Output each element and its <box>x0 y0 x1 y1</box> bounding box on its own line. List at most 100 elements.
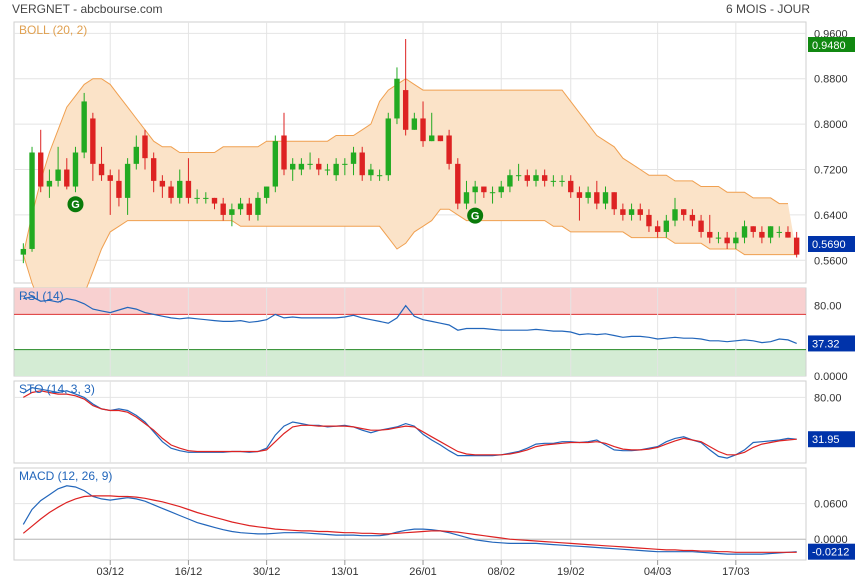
candle <box>420 101 426 147</box>
candle <box>663 214 670 238</box>
candle <box>142 129 148 170</box>
x-tick-label: 30/12 <box>253 566 281 578</box>
candle <box>672 197 678 227</box>
candle-body <box>628 209 635 215</box>
candle-body <box>385 118 391 176</box>
candle <box>759 226 765 244</box>
last-value-badge: 31.95 <box>808 431 855 448</box>
y-tick-label: 0.8800 <box>814 74 848 86</box>
last-price-badge: 0.5690 <box>808 236 855 252</box>
candle <box>498 180 504 198</box>
panel-title: MACD (12, 26, 9) <box>19 469 112 483</box>
x-tick-label: 04/03 <box>644 566 672 578</box>
candle <box>159 175 166 198</box>
candle <box>246 197 252 221</box>
candle <box>741 220 748 244</box>
candle <box>394 67 400 125</box>
candle-body <box>715 237 722 239</box>
candle <box>98 146 105 181</box>
candle-body <box>376 175 383 177</box>
candle <box>298 158 305 176</box>
x-tick-label: 17/03 <box>722 566 750 578</box>
candle-body <box>281 135 287 170</box>
candle-body <box>776 231 782 233</box>
candle <box>524 169 530 187</box>
last-value-badge: -0.0212 <box>808 543 855 560</box>
candle <box>568 175 574 198</box>
candle <box>429 112 435 142</box>
last-value-badge-text: -0.0212 <box>812 547 849 559</box>
candle-body <box>194 197 200 199</box>
candle-body <box>203 197 209 199</box>
candle <box>620 203 626 221</box>
signal-marker: G <box>67 196 84 213</box>
candle-body <box>437 135 444 142</box>
candle <box>38 129 44 193</box>
candle <box>150 152 157 193</box>
candle <box>20 243 27 264</box>
candle-body <box>124 163 131 198</box>
candle <box>559 175 565 187</box>
series-line-0 <box>22 386 797 459</box>
candle <box>177 169 183 204</box>
candle-body <box>568 180 574 193</box>
candle <box>185 158 192 204</box>
candle <box>455 158 461 210</box>
candle <box>463 180 470 210</box>
candle-body <box>64 169 70 187</box>
candle <box>290 158 296 181</box>
candle-body <box>142 135 148 159</box>
candle <box>385 112 391 181</box>
rsi-panel: 0.0000 80.00 37.32 RSI (14) <box>13 287 855 383</box>
chart-header-title: VERGNET - abcbourse.com <box>12 2 163 16</box>
panel-frame <box>13 380 807 464</box>
y-tick-label: 0.5600 <box>814 255 848 267</box>
candle-body <box>533 175 539 181</box>
candle <box>55 146 61 187</box>
candle <box>255 192 261 221</box>
candle-body <box>585 192 591 198</box>
candle <box>533 169 539 187</box>
candle-body <box>316 163 322 170</box>
chart-header-period[interactable]: 6 MOIS - JOUR <box>726 2 810 16</box>
candle-body <box>359 152 365 176</box>
y-tick-label: 0.0000 <box>814 371 848 383</box>
candle-body <box>759 231 765 238</box>
candle-body <box>594 192 600 204</box>
candle <box>446 129 452 170</box>
candle-body <box>602 192 609 204</box>
series-line-0 <box>22 485 797 555</box>
series-line-1 <box>23 390 797 456</box>
candle <box>342 158 348 176</box>
candle <box>124 158 131 215</box>
candle-body <box>263 186 270 198</box>
x-tick-label: 26/01 <box>409 566 437 578</box>
candle <box>472 180 478 204</box>
candle-body <box>307 163 313 165</box>
candle <box>776 226 782 238</box>
candle-body <box>420 118 426 142</box>
candle-body <box>211 197 218 204</box>
candle <box>211 197 218 210</box>
candle-body <box>515 175 522 177</box>
candle-body <box>90 118 96 164</box>
candle-body <box>750 226 756 232</box>
candle-body <box>350 152 357 164</box>
candle <box>116 169 122 207</box>
x-tick-label: 03/12 <box>96 566 124 578</box>
y-tick-label: 0.8000 <box>814 119 848 131</box>
candle-body <box>524 175 530 181</box>
candle <box>602 186 609 210</box>
candle-body <box>429 135 435 142</box>
candle-body <box>637 209 643 215</box>
last-price-badge-bg <box>808 236 855 252</box>
high-price-badge-text: 0.9480 <box>812 40 846 52</box>
candle-body <box>116 180 122 198</box>
y-tick-label: 0.0600 <box>814 499 848 511</box>
candle-body <box>29 152 35 249</box>
candle-body <box>20 248 27 255</box>
candle-body <box>654 226 661 232</box>
candle-body <box>681 209 687 215</box>
candle-body <box>611 192 617 210</box>
candle-body <box>663 220 670 232</box>
